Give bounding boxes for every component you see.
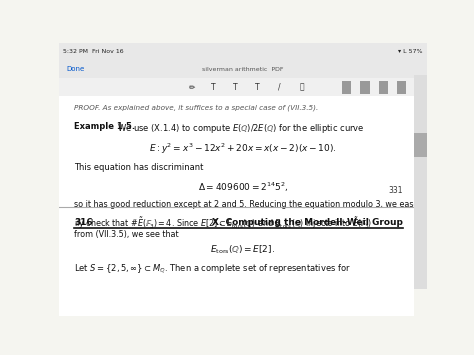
Text: X. Computing the Mordell–Weil Group: X. Computing the Mordell–Weil Group xyxy=(212,218,403,226)
Text: Done: Done xyxy=(66,66,85,72)
Text: 5:32 PM  Fri Nov 16: 5:32 PM Fri Nov 16 xyxy=(63,49,124,54)
Text: T: T xyxy=(255,82,260,92)
Text: This equation has discriminant: This equation has discriminant xyxy=(74,163,203,171)
Text: $E_{\mathrm{tors}}(\mathbb{Q}) = E[2].$: $E_{\mathrm{tors}}(\mathbb{Q}) = E[2].$ xyxy=(210,244,275,256)
Text: silverman arithmetic  PDF: silverman arithmetic PDF xyxy=(202,67,283,72)
Text: ✏: ✏ xyxy=(188,82,195,92)
FancyBboxPatch shape xyxy=(379,81,388,94)
Text: $\Delta = 409600 = 2^{14}5^2,$: $\Delta = 409600 = 2^{14}5^2,$ xyxy=(198,180,288,194)
FancyBboxPatch shape xyxy=(414,133,427,157)
Text: $E : y^2 = x^3 - 12x^2 + 20x = x(x-2)(x-10).$: $E : y^2 = x^3 - 12x^2 + 20x = x(x-2)(x-… xyxy=(149,142,337,156)
Text: T: T xyxy=(233,82,238,92)
FancyBboxPatch shape xyxy=(342,81,351,94)
Text: so it has good reduction except at 2 and 5. Reducing the equation modulo 3, we e: so it has good reduction except at 2 and… xyxy=(74,200,416,209)
FancyBboxPatch shape xyxy=(397,81,406,94)
FancyBboxPatch shape xyxy=(360,81,370,94)
Text: 331: 331 xyxy=(388,186,403,195)
Text: 🔖: 🔖 xyxy=(300,82,304,92)
Text: ily check that $\#\tilde{E}(\mathbb{F}_3) = 4$. Since $E[2] \subset E_{\mathrm{t: ily check that $\#\tilde{E}(\mathbb{F}_3… xyxy=(74,215,372,231)
FancyBboxPatch shape xyxy=(59,60,427,78)
Text: ▾ L 57%: ▾ L 57% xyxy=(399,49,423,54)
Text: PROOF. As explained above, it suffices to a special case of (VII.3.5).: PROOF. As explained above, it suffices t… xyxy=(74,104,318,111)
FancyBboxPatch shape xyxy=(414,75,427,289)
FancyBboxPatch shape xyxy=(59,96,414,316)
Text: from (VII.3.5), we see that: from (VII.3.5), we see that xyxy=(74,230,179,239)
FancyBboxPatch shape xyxy=(59,78,427,96)
Text: 316: 316 xyxy=(74,218,93,226)
Text: We use (X.1.4) to compute $E(\mathbb{Q})/2E(\mathbb{Q})$ for the elliptic curve: We use (X.1.4) to compute $E(\mathbb{Q})… xyxy=(117,122,365,135)
Text: Let $S = \{2, 5, \infty\} \subset M_{\mathbb{Q}}$. Then a complete set of repres: Let $S = \{2, 5, \infty\} \subset M_{\ma… xyxy=(74,262,351,275)
Text: Example 1.5.: Example 1.5. xyxy=(74,122,135,131)
FancyBboxPatch shape xyxy=(59,43,427,60)
Text: /: / xyxy=(278,82,281,92)
Text: T: T xyxy=(211,82,216,92)
